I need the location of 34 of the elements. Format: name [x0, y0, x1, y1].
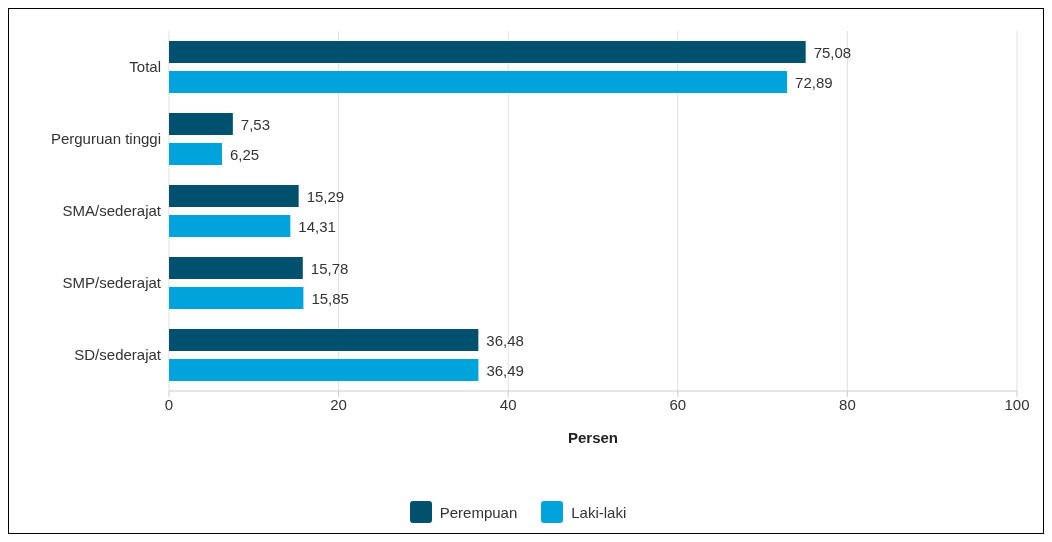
x-tick-label: 40 — [499, 395, 517, 413]
x-tick-label: 100 — [1004, 395, 1030, 413]
data-label: 6,25 — [230, 145, 260, 163]
legend-label: Perempuan — [438, 502, 518, 523]
data-label: 15,85 — [311, 289, 349, 307]
y-tick-label: SD/sederajat — [74, 346, 162, 364]
x-tick-label: 0 — [164, 395, 174, 413]
legend-label: Laki-laki — [570, 502, 627, 523]
bar — [169, 185, 299, 207]
bar — [169, 215, 291, 237]
y-tick-label: Total — [129, 58, 161, 76]
bar — [169, 359, 479, 381]
x-tick-label: 80 — [839, 395, 856, 413]
x-tick-label: 20 — [330, 395, 347, 413]
y-tick-label: SMP/sederajat — [62, 274, 162, 292]
y-tick-label: SMA/sederajat — [62, 202, 162, 220]
bar — [169, 41, 806, 63]
y-tick-label: Perguruan tinggi — [50, 130, 161, 148]
data-label: 36,49 — [486, 361, 524, 379]
x-tick-label: 60 — [669, 395, 687, 413]
bar — [169, 287, 304, 309]
bar — [169, 71, 788, 93]
x-axis-title: Persen — [567, 429, 619, 446]
data-label: 14,31 — [298, 217, 336, 235]
data-label: 36,48 — [486, 331, 524, 349]
data-label: 7,53 — [240, 115, 271, 133]
bar — [169, 329, 479, 351]
bar — [169, 257, 303, 279]
data-label: 75,08 — [813, 43, 852, 61]
data-label: 15,29 — [306, 187, 345, 205]
bar — [169, 113, 233, 135]
data-label: 72,89 — [795, 73, 833, 91]
bar — [169, 143, 222, 165]
data-label: 15,78 — [310, 259, 349, 277]
